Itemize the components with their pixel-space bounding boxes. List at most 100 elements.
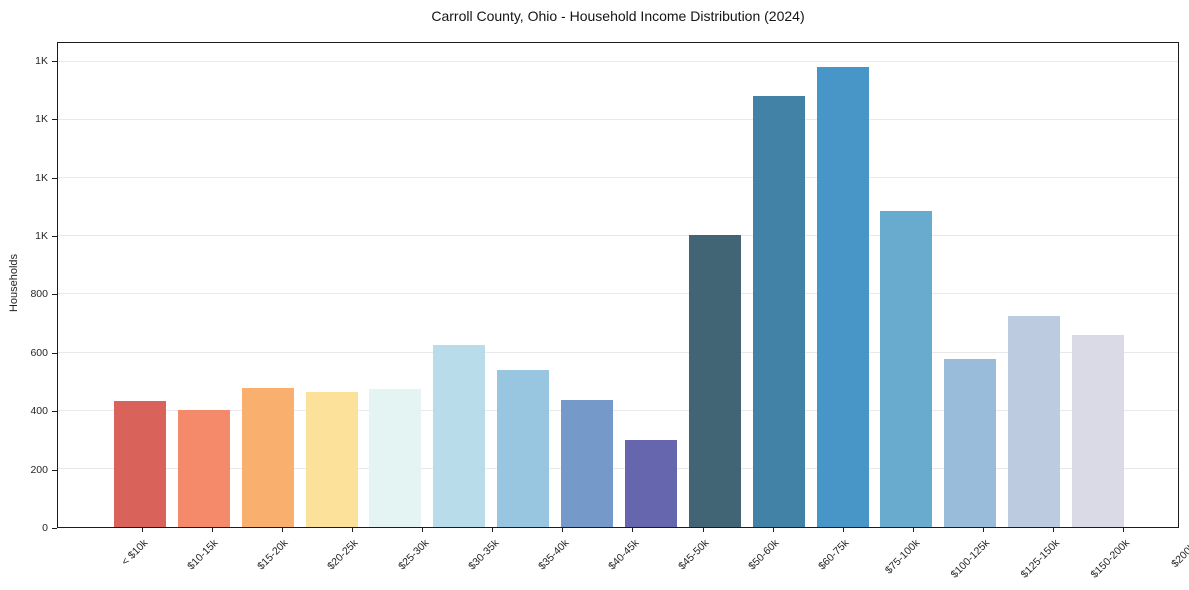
x-tick-label--10-15k: $10-15k (185, 537, 221, 573)
x-tick-slot-10 (738, 528, 808, 533)
x-tick-slot-6 (458, 528, 528, 533)
bar-slot-6 (427, 43, 491, 527)
x-tick-slot-13 (949, 528, 1019, 533)
bar--200k+ (1072, 335, 1125, 527)
bar-slot-10 (683, 43, 747, 527)
y-tick-mark-200 (52, 469, 57, 471)
x-label-slot-13: $100-125k (948, 537, 1019, 587)
gridline-y600 (58, 351, 1178, 353)
x-tick-label--35-40k: $35-40k (535, 537, 572, 573)
x-tick-label--20-25k: $20-25k (325, 537, 361, 573)
x-tick-label--75-100k: $75-100k (882, 537, 922, 577)
x-label-slot-10: $50-60k (738, 537, 808, 587)
x-label-slot-12: $75-100k (878, 537, 948, 587)
x-label-slot-4: $20-25k (317, 537, 387, 587)
x-tick-slot-8 (598, 528, 668, 533)
gridline-y1600 (58, 60, 1178, 62)
x-tick-label--15-20k: $15-20k (255, 537, 291, 573)
x-tick-slot-1 (107, 528, 177, 533)
x-tick-label--150-200k: $150-200k (1088, 537, 1133, 581)
bar--60-75k (752, 95, 805, 527)
x-tick-label--50-60k: $50-60k (746, 537, 782, 573)
x-tick-mark-13 (983, 528, 985, 532)
y-tick-label-200: 200 (30, 463, 48, 476)
gridline-y1000 (58, 235, 1178, 237)
x-label-slot-16: $200k+ (1159, 537, 1189, 587)
bar-slot-8 (555, 43, 619, 527)
bar--45-50k (624, 440, 677, 527)
bar--15-20k (241, 388, 294, 527)
x-tick-label--10k: < $10k (119, 537, 151, 568)
bar-slot-13 (875, 43, 939, 527)
bar--10-15k (177, 410, 230, 527)
y-tick-mark-1000 (52, 236, 57, 238)
x-axis-tick-marks (57, 528, 1189, 533)
y-axis-label: Households (8, 253, 20, 313)
bar-slot-1 (108, 43, 172, 527)
bar-slot-5 (364, 43, 428, 527)
bar--40-45k (561, 400, 614, 527)
x-tick-slot-7 (528, 528, 598, 533)
y-tick-label-0: 0 (42, 522, 48, 534)
y-tick-mark-1400 (52, 119, 57, 121)
x-axis-tick-labels: < $10k $10-15k $15-20k $20-25k $25-30k $30-35… (57, 537, 1189, 587)
bar-slot-3 (236, 43, 300, 527)
x-label-slot-8: $40-45k (598, 537, 668, 587)
x-tick-slot-11 (808, 528, 878, 533)
bar--150-200k (1008, 315, 1061, 527)
gridline-y400 (58, 409, 1178, 411)
x-tick-label--125-150k: $125-150k (1018, 537, 1063, 581)
bar--100-125k (880, 211, 933, 527)
bar-slot-12 (811, 43, 875, 527)
y-tick-mark-600 (52, 352, 57, 354)
y-tick-label-1400: 1K (35, 113, 48, 126)
bar-slot-14 (938, 43, 1002, 527)
bar-slot-7 (491, 43, 555, 527)
y-tick-label-600: 600 (30, 346, 48, 359)
x-tick-label--200k+: $200k+ (1169, 537, 1189, 571)
x-tick-slot-9 (668, 528, 738, 533)
x-tick-mark-1 (141, 528, 143, 532)
x-tick-label--60-75k: $60-75k (816, 537, 852, 573)
x-tick-mark-6 (492, 528, 494, 532)
bar-slot-11 (747, 43, 811, 527)
x-label-slot-2: $10-15k (177, 537, 247, 587)
x-tick-slot-2 (177, 528, 247, 533)
x-label-slot-7: $35-40k (528, 537, 598, 587)
x-label-slot-11: $60-75k (808, 537, 878, 587)
x-tick-slot-5 (388, 528, 458, 533)
bar--75-100k (816, 67, 869, 527)
x-tick-mark-8 (632, 528, 634, 532)
gridline-y1400 (58, 119, 1178, 121)
x-tick-mark-4 (351, 528, 353, 532)
x-tick-mark-9 (702, 528, 704, 532)
bar--50-60k (688, 235, 741, 527)
gridline-y800 (58, 293, 1178, 295)
bar--25-30k (369, 388, 422, 527)
y-tick-mark-1200 (52, 177, 57, 179)
x-tick-mark-5 (422, 528, 424, 532)
x-label-slot-14: $125-150k (1019, 537, 1089, 587)
x-tick-slot-15 (1089, 528, 1159, 533)
x-label-slot-1: < $10k (107, 537, 177, 587)
bar--125-150k (944, 359, 997, 527)
bars-row (58, 43, 1178, 527)
x-tick-label--100-125k: $100-125k (948, 537, 993, 581)
x-label-slot-6: $30-35k (458, 537, 528, 587)
x-tick-mark-3 (281, 528, 283, 532)
x-tick-label--30-35k: $30-35k (465, 537, 502, 573)
x-tick-slot-3 (247, 528, 317, 533)
y-tick-mark-800 (52, 294, 57, 296)
y-tick-mark-400 (52, 411, 57, 413)
x-label-slot-15: $150-200k (1089, 537, 1159, 587)
y-tick-label-1600: 1K (35, 54, 48, 67)
gridline-y1200 (58, 177, 1178, 179)
x-tick-mark-11 (842, 528, 844, 532)
x-tick-label--25-30k: $25-30k (395, 537, 432, 573)
x-tick-slot-4 (317, 528, 387, 533)
y-tick-mark-1600 (52, 60, 57, 62)
x-tick-mark-2 (211, 528, 213, 532)
x-tick-mark-14 (1053, 528, 1055, 532)
chart-title: Carroll County, Ohio - Household Income … (431, 8, 805, 24)
